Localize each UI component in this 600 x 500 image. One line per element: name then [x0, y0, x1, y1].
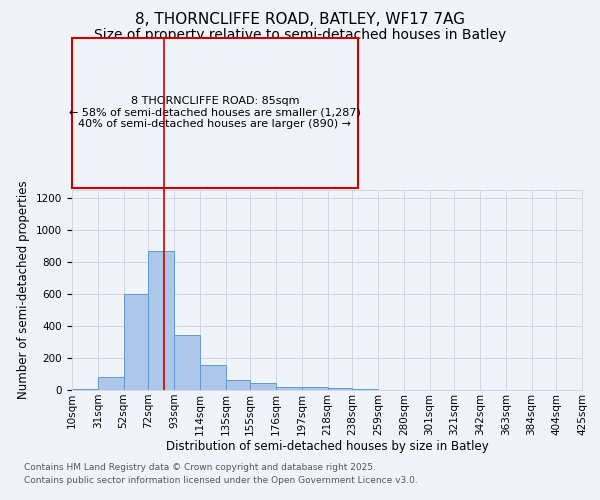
Text: 8 THORNCLIFFE ROAD: 85sqm
← 58% of semi-detached houses are smaller (1,287)
40% : 8 THORNCLIFFE ROAD: 85sqm ← 58% of semi-…	[69, 96, 361, 129]
Bar	[302, 387, 328, 390]
Bar	[328, 388, 352, 390]
Bar	[72, 389, 98, 390]
Bar	[226, 380, 250, 390]
Text: 8, THORNCLIFFE ROAD, BATLEY, WF17 7AG: 8, THORNCLIFFE ROAD, BATLEY, WF17 7AG	[135, 12, 465, 28]
Bar	[98, 377, 124, 390]
Text: Size of property relative to semi-detached houses in Batley: Size of property relative to semi-detach…	[94, 28, 506, 42]
Text: Contains HM Land Registry data © Crown copyright and database right 2025.: Contains HM Land Registry data © Crown c…	[24, 462, 376, 471]
Bar	[174, 335, 200, 390]
Bar	[352, 389, 378, 390]
X-axis label: Distribution of semi-detached houses by size in Batley: Distribution of semi-detached houses by …	[166, 440, 488, 454]
Bar	[148, 251, 174, 390]
Bar	[250, 383, 276, 390]
Bar	[124, 294, 148, 390]
Bar	[276, 387, 302, 390]
Text: Contains public sector information licensed under the Open Government Licence v3: Contains public sector information licen…	[24, 476, 418, 485]
Y-axis label: Number of semi-detached properties: Number of semi-detached properties	[17, 180, 31, 400]
Bar	[200, 365, 226, 390]
